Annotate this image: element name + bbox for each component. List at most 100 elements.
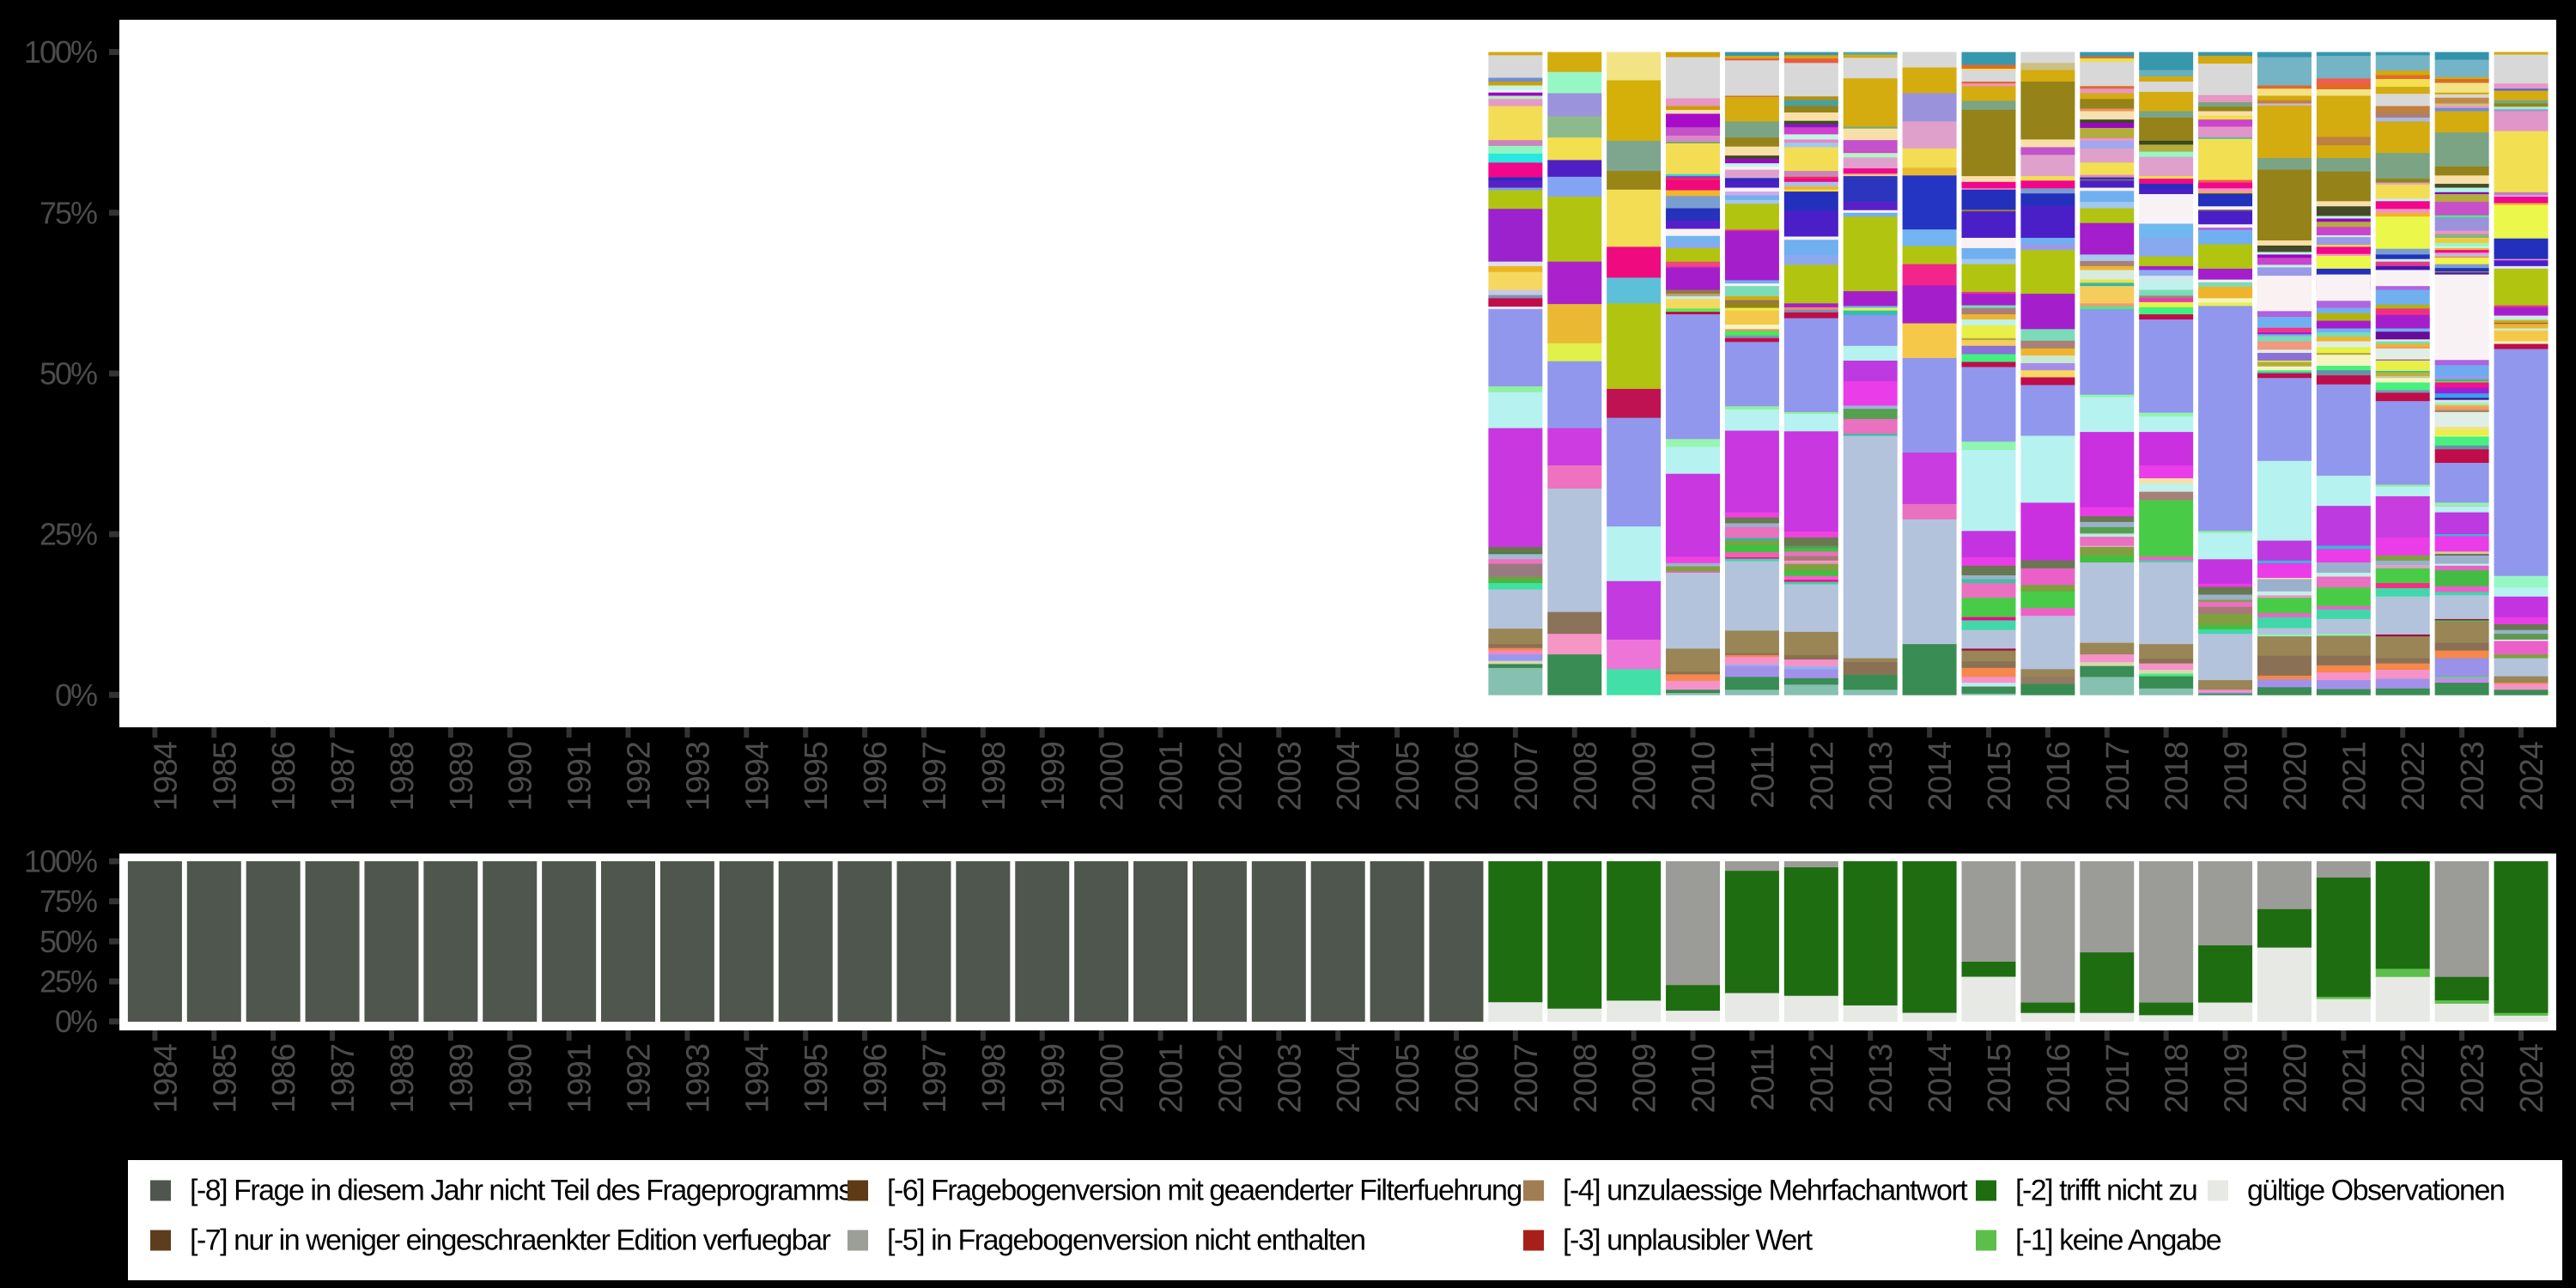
svg-text:2005: 2005 <box>1390 742 1426 811</box>
svg-text:2014: 2014 <box>1923 741 1959 811</box>
svg-text:1987: 1987 <box>325 1044 361 1114</box>
svg-text:1987: 1987 <box>325 742 361 811</box>
svg-text:2018: 2018 <box>2160 742 2196 811</box>
svg-text:1994: 1994 <box>739 741 775 811</box>
svg-text:1988: 1988 <box>385 742 421 811</box>
svg-text:2011: 2011 <box>1745 742 1781 809</box>
svg-text:2002: 2002 <box>1212 1044 1249 1114</box>
svg-text:2010: 2010 <box>1686 1044 1722 1114</box>
svg-text:2024: 2024 <box>2514 741 2550 811</box>
svg-text:2004: 2004 <box>1331 1043 1367 1113</box>
svg-text:0%: 0% <box>55 1004 97 1039</box>
svg-text:1997: 1997 <box>917 742 953 811</box>
svg-text:75%: 75% <box>39 195 97 230</box>
svg-text:1990: 1990 <box>503 742 539 811</box>
svg-text:25%: 25% <box>39 963 97 999</box>
svg-text:50%: 50% <box>39 924 97 959</box>
svg-text:2024: 2024 <box>2514 1043 2550 1113</box>
svg-text:2003: 2003 <box>1272 1044 1308 1114</box>
svg-text:1996: 1996 <box>858 742 894 811</box>
svg-text:1994: 1994 <box>739 1043 775 1113</box>
svg-text:[-8] Frage in diesem Jahr nich: [-8] Frage in diesem Jahr nicht Teil des… <box>190 1175 853 1207</box>
svg-text:[-6] Fragebogenversion mit gea: [-6] Fragebogenversion mit geaenderter F… <box>887 1175 1522 1207</box>
svg-text:1986: 1986 <box>266 1044 302 1114</box>
svg-text:1995: 1995 <box>799 1044 835 1114</box>
svg-text:1989: 1989 <box>444 1044 480 1114</box>
svg-text:[-2] trifft nicht zu: [-2] trifft nicht zu <box>2015 1175 2196 1207</box>
svg-text:[-5] in Fragebogenversion nich: [-5] in Fragebogenversion nicht enthalte… <box>887 1224 1365 1257</box>
svg-text:2012: 2012 <box>1804 1044 1840 1114</box>
svg-text:2023: 2023 <box>2455 1044 2491 1114</box>
svg-text:2021: 2021 <box>2336 1044 2372 1114</box>
svg-text:2020: 2020 <box>2277 1044 2313 1114</box>
svg-text:[-1] keine Angabe: [-1] keine Angabe <box>2015 1224 2221 1257</box>
svg-text:2021: 2021 <box>2336 742 2372 811</box>
svg-text:2009: 2009 <box>1627 742 1663 811</box>
svg-text:[-4] unzulaessige Mehrfachantw: [-4] unzulaessige Mehrfachantwort <box>1563 1175 1968 1207</box>
svg-text:2007: 2007 <box>1509 742 1545 811</box>
svg-text:1993: 1993 <box>680 1044 716 1114</box>
svg-text:1984: 1984 <box>148 1043 184 1113</box>
svg-text:2001: 2001 <box>1154 1044 1190 1114</box>
svg-text:100%: 100% <box>24 844 97 879</box>
svg-text:1988: 1988 <box>385 1044 421 1114</box>
svg-text:2006: 2006 <box>1449 1044 1485 1114</box>
svg-text:2023: 2023 <box>2455 742 2491 811</box>
svg-text:2002: 2002 <box>1212 742 1249 811</box>
svg-text:2020: 2020 <box>2277 742 2313 811</box>
svg-text:2019: 2019 <box>2219 742 2255 811</box>
svg-text:2017: 2017 <box>2100 1044 2136 1114</box>
svg-text:2003: 2003 <box>1272 742 1308 811</box>
svg-text:1991: 1991 <box>562 1044 598 1114</box>
svg-text:2005: 2005 <box>1390 1044 1426 1114</box>
svg-text:1985: 1985 <box>207 1044 243 1114</box>
svg-text:2000: 2000 <box>1095 742 1131 811</box>
svg-text:1986: 1986 <box>266 742 302 811</box>
svg-text:1991: 1991 <box>562 742 598 811</box>
svg-text:2015: 2015 <box>1982 1044 2018 1114</box>
svg-text:1989: 1989 <box>444 742 480 811</box>
svg-text:2016: 2016 <box>2041 1044 2077 1114</box>
svg-text:2013: 2013 <box>1863 1044 1899 1114</box>
svg-text:1992: 1992 <box>622 1044 658 1114</box>
svg-text:1995: 1995 <box>799 742 835 811</box>
svg-text:2006: 2006 <box>1449 742 1485 811</box>
svg-text:2013: 2013 <box>1863 742 1899 811</box>
svg-text:1984: 1984 <box>148 741 184 811</box>
svg-text:75%: 75% <box>39 884 97 919</box>
svg-text:2001: 2001 <box>1154 742 1190 811</box>
svg-text:1998: 1998 <box>976 742 1012 811</box>
svg-text:[-3] unplausibler Wert: [-3] unplausibler Wert <box>1563 1224 1814 1257</box>
svg-text:2022: 2022 <box>2396 742 2432 811</box>
svg-text:2008: 2008 <box>1568 742 1604 811</box>
svg-text:25%: 25% <box>39 517 97 552</box>
svg-text:2015: 2015 <box>1982 742 2018 811</box>
svg-text:0%: 0% <box>55 677 97 713</box>
svg-text:2000: 2000 <box>1095 1044 1131 1114</box>
svg-text:50%: 50% <box>39 355 97 391</box>
svg-text:[-7] nur in weniger eingeschra: [-7] nur in weniger eingeschraenkter Edi… <box>190 1224 830 1257</box>
svg-text:1999: 1999 <box>1036 1044 1072 1114</box>
svg-text:2017: 2017 <box>2100 742 2136 811</box>
svg-text:2018: 2018 <box>2160 1044 2196 1114</box>
svg-text:1993: 1993 <box>680 742 716 811</box>
svg-text:1990: 1990 <box>503 1044 539 1114</box>
svg-text:100%: 100% <box>24 34 97 70</box>
svg-text:1992: 1992 <box>622 742 658 811</box>
svg-text:2012: 2012 <box>1804 742 1840 811</box>
svg-text:2007: 2007 <box>1509 1044 1545 1114</box>
svg-text:1996: 1996 <box>858 1044 894 1114</box>
svg-text:1985: 1985 <box>207 742 243 811</box>
svg-text:gültige Observationen: gültige Observationen <box>2247 1175 2504 1207</box>
svg-text:1999: 1999 <box>1036 742 1072 811</box>
svg-text:2011: 2011 <box>1745 1044 1781 1111</box>
svg-text:2019: 2019 <box>2219 1044 2255 1114</box>
svg-text:2009: 2009 <box>1627 1044 1663 1114</box>
svg-text:2014: 2014 <box>1923 1043 1959 1113</box>
svg-text:2010: 2010 <box>1686 742 1722 811</box>
svg-text:2004: 2004 <box>1331 741 1367 811</box>
svg-text:2008: 2008 <box>1568 1044 1604 1114</box>
svg-text:1998: 1998 <box>976 1044 1012 1114</box>
svg-text:1997: 1997 <box>917 1044 953 1114</box>
svg-text:2022: 2022 <box>2396 1044 2432 1114</box>
